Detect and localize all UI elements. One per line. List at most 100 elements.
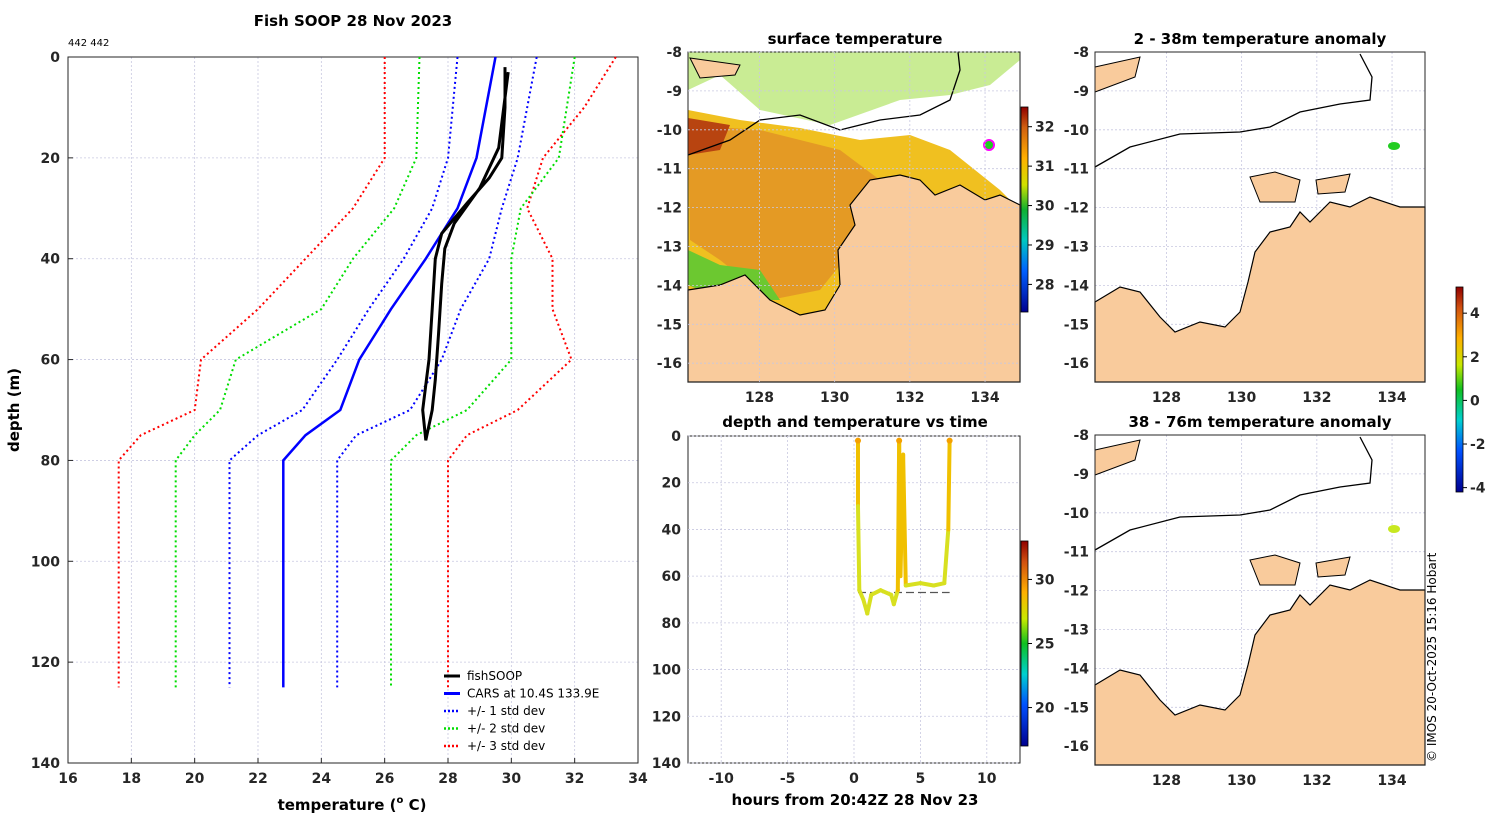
map-axes-box bbox=[1094, 51, 1426, 383]
time-y-tick-label: 40 bbox=[662, 522, 682, 538]
corner-label: 442 442 bbox=[68, 38, 109, 49]
time-y-tick-label: 140 bbox=[652, 756, 681, 772]
lon-tick-label: 130 bbox=[1227, 773, 1256, 789]
series--2-std-dev bbox=[390, 56, 576, 688]
lon-tick-label: 128 bbox=[745, 390, 774, 406]
lat-tick-label: -16 bbox=[1064, 739, 1089, 755]
x-tick-label: 26 bbox=[375, 771, 394, 787]
legend-entry: CARS at 10.4S 133.9E bbox=[467, 687, 599, 701]
time-colorbar bbox=[1020, 540, 1029, 747]
lat-tick-label: -13 bbox=[657, 240, 682, 256]
sst-land bbox=[687, 174, 1021, 383]
lat-tick-label: -10 bbox=[1064, 123, 1090, 139]
lat-tick-label: -16 bbox=[1064, 356, 1089, 372]
y-tick-label: 140 bbox=[31, 756, 60, 772]
time-y-tick-label: 60 bbox=[662, 569, 682, 585]
colorbar-tick-label: 30 bbox=[1035, 199, 1055, 215]
cast-location-marker bbox=[1388, 142, 1400, 150]
time-y-tick-label: 0 bbox=[671, 429, 681, 445]
anomaly1-title: 2 - 38m temperature anomaly bbox=[1134, 30, 1387, 48]
lon-tick-label: 132 bbox=[895, 390, 924, 406]
colorbar-tick-label: 2 bbox=[1470, 350, 1480, 366]
lat-tick-label: -12 bbox=[657, 201, 682, 217]
lat-tick-label: -8 bbox=[666, 45, 682, 61]
time-y-tick-label: 100 bbox=[652, 663, 681, 679]
y-tick-label: 60 bbox=[41, 353, 61, 369]
lon-tick-label: 128 bbox=[1152, 390, 1181, 406]
sst-green-patch bbox=[688, 52, 1020, 125]
lat-tick-label: -15 bbox=[657, 317, 682, 333]
colorbar-tick-label: 25 bbox=[1035, 637, 1054, 653]
colorbar-tick-label: 30 bbox=[1035, 572, 1055, 588]
series--1-std-dev bbox=[228, 56, 459, 688]
cast-location-marker bbox=[1388, 525, 1400, 533]
series-fishsoop bbox=[421, 67, 510, 441]
cobourg-peninsula bbox=[1315, 173, 1351, 195]
legend-entry: fishSOOP bbox=[467, 669, 522, 683]
colorbar-tick-label: 4 bbox=[1470, 306, 1480, 322]
time-panel: depth and temperature vs time -10 -5 0 5 100… bbox=[652, 413, 1055, 809]
time-title: depth and temperature vs time bbox=[722, 413, 988, 431]
colorbar-tick-label: 28 bbox=[1035, 277, 1054, 293]
colorbar-tick-label: 0 bbox=[1470, 393, 1480, 409]
colorbar-tick-label: -2 bbox=[1470, 437, 1486, 453]
lat-tick-label: -8 bbox=[1073, 45, 1089, 61]
land bbox=[1094, 196, 1426, 383]
legend-entry: +/- 3 std dev bbox=[467, 739, 545, 753]
lat-tick-label: -11 bbox=[657, 162, 682, 178]
x-tick-label: 18 bbox=[122, 771, 141, 787]
time-x-tick-label: -10 bbox=[709, 771, 735, 787]
anomaly2-title: 38 - 76m temperature anomaly bbox=[1128, 413, 1391, 431]
lat-tick-label: -11 bbox=[1064, 162, 1089, 178]
colorbar-tick-label: 29 bbox=[1035, 238, 1054, 254]
series--1-std-dev bbox=[336, 56, 538, 688]
lat-tick-label: -11 bbox=[1064, 545, 1089, 561]
colorbar-tick-label: 32 bbox=[1035, 120, 1054, 136]
lon-tick-label: 128 bbox=[1152, 773, 1181, 789]
depth-time-trace bbox=[918, 581, 936, 588]
lat-tick-label: -14 bbox=[657, 278, 683, 294]
lat-tick-label: -15 bbox=[1064, 700, 1089, 716]
melville-island bbox=[1249, 554, 1301, 586]
lat-tick-label: -9 bbox=[666, 84, 682, 100]
lon-tick-label: 130 bbox=[820, 390, 849, 406]
colorbar-tick-label: 20 bbox=[1035, 701, 1055, 717]
lat-tick-label: -9 bbox=[1073, 84, 1089, 100]
anomaly-colorbar bbox=[1455, 286, 1464, 493]
profile-ylabel: depth (m) bbox=[5, 368, 23, 452]
profile-axes-box bbox=[67, 56, 639, 764]
lat-tick-label: -10 bbox=[1064, 506, 1090, 522]
y-tick-label: 20 bbox=[41, 151, 61, 167]
land bbox=[1094, 579, 1426, 766]
series--3-std-dev bbox=[447, 56, 617, 688]
x-tick-label: 30 bbox=[502, 771, 522, 787]
lat-tick-label: -12 bbox=[1064, 201, 1089, 217]
legend-entry: +/- 2 std dev bbox=[467, 722, 545, 736]
profile-title: Fish SOOP 28 Nov 2023 bbox=[254, 12, 452, 30]
credit-text: © IMOS 20-Oct-2025 15:16 Hobart bbox=[1425, 552, 1439, 762]
series-cars-at-10-4s-133-9e bbox=[282, 56, 497, 688]
legend: fishSOOP CARS at 10.4S 133.9E +/- 1 std de… bbox=[444, 669, 599, 753]
x-tick-label: 28 bbox=[438, 771, 457, 787]
lat-tick-label: -14 bbox=[1064, 278, 1090, 294]
lat-tick-label: -13 bbox=[1064, 240, 1089, 256]
cast-location-marker bbox=[983, 139, 995, 151]
x-tick-label: 32 bbox=[565, 771, 584, 787]
lat-tick-label: -15 bbox=[1064, 317, 1089, 333]
series--2-std-dev bbox=[174, 56, 421, 688]
x-tick-label: 24 bbox=[312, 771, 332, 787]
lon-tick-label: 134 bbox=[970, 390, 999, 406]
lat-tick-label: -12 bbox=[1064, 584, 1089, 600]
lat-tick-label: -16 bbox=[657, 356, 682, 372]
colorbar-tick-label: 31 bbox=[1035, 159, 1054, 175]
sst-title: surface temperature bbox=[768, 30, 943, 48]
depth-time-trace bbox=[891, 588, 900, 607]
profile-panel: Fish SOOP 28 Nov 2023 442 442 16 18 20 22 24… bbox=[5, 12, 648, 814]
x-tick-label: 22 bbox=[248, 771, 267, 787]
depth-time-trace bbox=[903, 581, 923, 588]
eez-line bbox=[1094, 436, 1373, 551]
series--3-std-dev bbox=[117, 57, 386, 688]
sst-island bbox=[689, 57, 741, 79]
surface-point bbox=[854, 437, 861, 444]
time-xlabel: hours from 20:42Z 28 Nov 23 bbox=[732, 791, 979, 809]
